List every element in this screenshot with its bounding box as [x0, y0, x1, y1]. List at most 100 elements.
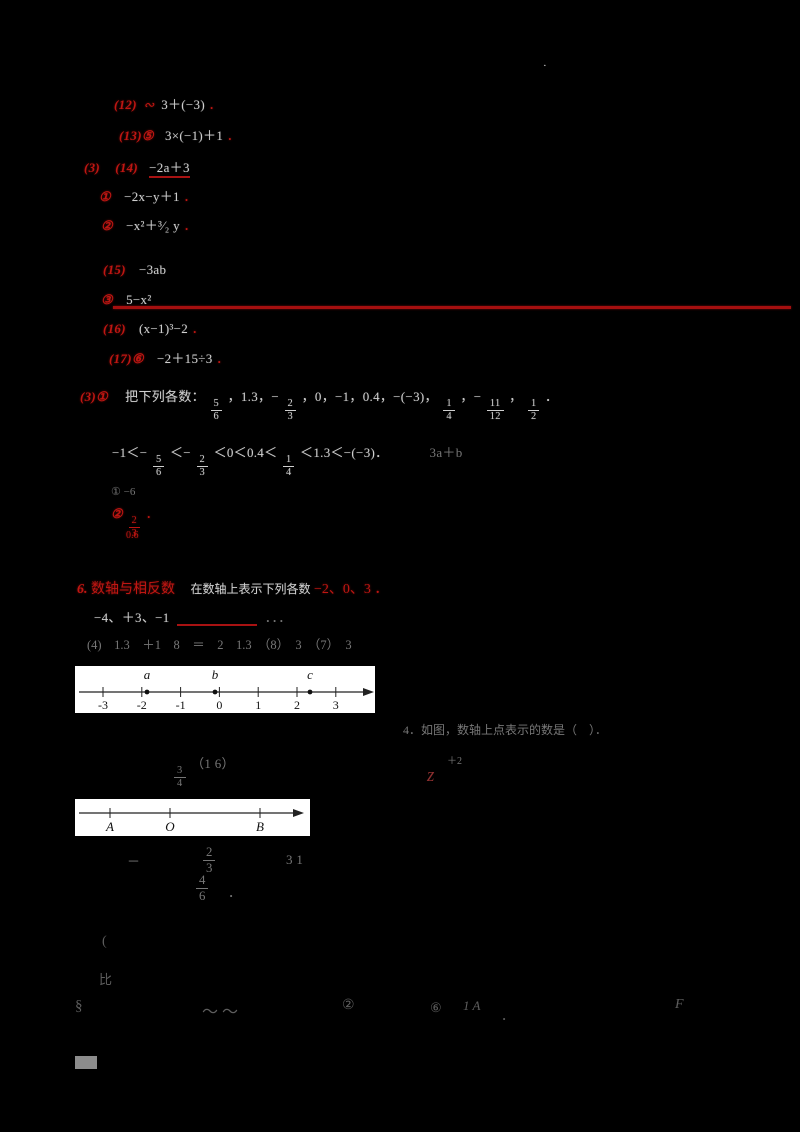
answer-period: ．	[226, 128, 241, 143]
faint-token: （1 6）	[191, 756, 235, 771]
answer-row: ① −2x−y＋1 ．	[99, 186, 197, 205]
answer-row: (16) (x−1)³−2 ．	[103, 318, 205, 337]
number-line-svg: A O B	[79, 808, 304, 834]
point-b-label: b	[212, 667, 219, 682]
answer-period: ．	[183, 218, 197, 233]
side-label: (3)①	[80, 389, 109, 404]
answer-label: ①	[99, 189, 111, 204]
long-red-grading-line	[113, 306, 791, 309]
fraction: 11 12	[486, 398, 504, 423]
answer-row: (3) (14) −2a＋3	[84, 157, 190, 178]
order-text: ＜−	[170, 445, 191, 460]
fill-post-text: ．．．	[264, 610, 292, 625]
margin-note: 3a＋b	[429, 445, 463, 460]
number-line-svg: -3 -2 -1 0 1 2 3 a b c	[79, 667, 374, 712]
fill-pre-text: −4、＋3、−1	[94, 610, 170, 625]
answer-period: ．	[208, 97, 222, 112]
section-subtext: 在数轴上表示下列各数	[178, 582, 311, 596]
answer-label: (15)	[103, 262, 126, 277]
number-line-figure-aob: A O B	[75, 799, 310, 836]
answer-row: ③ 5−x²	[101, 292, 152, 308]
problem-text: ，1.3，−	[227, 389, 279, 404]
problem-text: 把下列各数：	[125, 389, 205, 404]
tick-label: -3	[98, 698, 108, 712]
question-text: 4．如图，数轴上点表示的数是（ ）．	[403, 721, 607, 738]
side-label: (3)	[84, 160, 101, 175]
faint-fragment: F	[675, 997, 684, 1012]
answer-row: ② −x²＋³⁄₂ y ．	[101, 215, 197, 234]
faint-token: 3 1	[286, 852, 304, 867]
point-a-label: a	[144, 667, 151, 682]
point-c-dot	[307, 689, 313, 695]
answer-expression: 5−x²	[126, 292, 152, 307]
tick-label: 0	[216, 698, 222, 712]
order-text: −1＜−	[112, 445, 148, 460]
answer-label: (13)⑤	[119, 128, 154, 143]
answer-expression: −2a＋3	[149, 160, 190, 178]
faint-fragment: §	[75, 998, 83, 1014]
comparison-text: (4) 1.3 ＋1 8 ＝ 2 1.3 （8） 3 （7） 3	[87, 638, 352, 652]
answer-label: (16)	[103, 321, 126, 336]
answer-label: (14)	[115, 160, 139, 175]
answer-row: (13)⑤ 3×(−1)＋1 ．	[119, 125, 240, 144]
section-title: 数轴与相反数	[91, 582, 175, 597]
item-label: ①	[111, 486, 121, 498]
problem-text: ．	[545, 389, 559, 404]
answer-expression: 3＋(−3)	[161, 97, 205, 112]
faint-fragment: ⑥	[430, 1000, 442, 1015]
faint-token: ．	[228, 885, 242, 900]
item-subnote: 0.6	[126, 530, 139, 541]
answer-expression: −2＋15÷3	[156, 351, 213, 366]
faint-token: －	[127, 854, 141, 869]
section-period: ．	[374, 582, 389, 597]
point-A-label: A	[105, 819, 114, 834]
point-c-label: c	[307, 667, 313, 682]
answer-blank[interactable]	[177, 612, 258, 626]
tick-label: -1	[176, 698, 186, 712]
answer-expression: −3ab	[138, 262, 167, 277]
answer-label: ②	[101, 218, 113, 233]
faint-token: ＋2	[447, 756, 462, 767]
page-marker-block	[75, 1056, 97, 1069]
problem-text: ，0，−1，0.4，−(−3)，	[301, 389, 438, 404]
item-period: ．	[145, 506, 159, 521]
answer-row: (12) ∾ 3＋(−3) ．	[114, 94, 222, 113]
stray-mark: ·	[543, 60, 547, 72]
comparison-line: (4) 1.3 ＋1 8 ＝ 2 1.3 （8） 3 （7） 3	[87, 634, 352, 653]
answer-expression: (x−1)³−2	[138, 321, 189, 336]
item-label: ②	[111, 506, 123, 521]
faint-fragment: ．	[501, 1008, 515, 1023]
answer-period: ．	[191, 321, 205, 336]
answer-period: ．	[183, 189, 197, 204]
faint-fragment: (	[102, 934, 107, 949]
point-O-label: O	[165, 819, 175, 834]
answer-label: (12)	[114, 97, 137, 112]
question-text-label: 4．如图，数轴上点表示的数是（ ）．	[403, 723, 608, 737]
fill-blank-line: −4、＋3、−1 ．．．	[94, 607, 292, 626]
axis-arrow-icon	[363, 688, 374, 696]
answer-expression: −x²＋³⁄₂ y	[126, 218, 180, 233]
answer-row: (17)⑥ −2＋15÷3 ．	[109, 348, 229, 367]
faint-fragment: 1 A	[463, 998, 481, 1013]
axis-arrow-icon	[293, 809, 304, 817]
answer-period: ．	[216, 351, 230, 366]
problem-text: ，	[509, 389, 523, 404]
handwritten-z-mark: z	[427, 765, 435, 786]
section-heading: 6. 数轴与相反数 在数轴上表示下列各数 −2、0、3 ．	[77, 578, 388, 598]
answer-row: (15) −3ab	[103, 262, 166, 278]
section-badge: 6.	[77, 582, 88, 597]
number-line-figure-abc: -3 -2 -1 0 1 2 3 a b c	[75, 666, 375, 713]
